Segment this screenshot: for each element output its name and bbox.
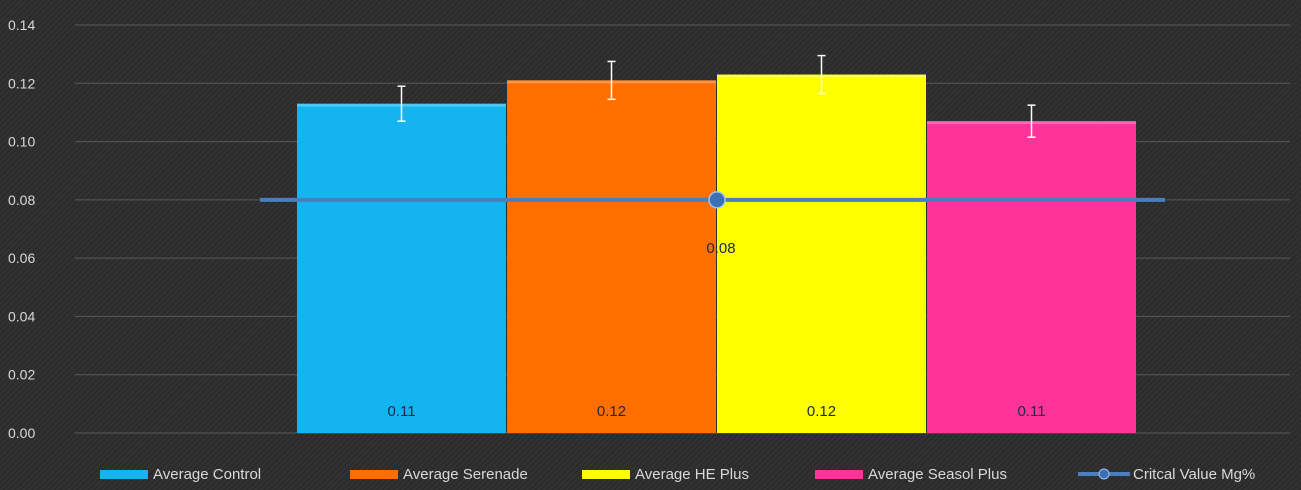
legend-swatch [582,470,630,479]
y-tick-label: 0.12 [8,75,35,91]
y-tick-label: 0.00 [8,425,35,441]
y-tick-label: 0.02 [8,367,35,383]
legend-label: Average Control [153,466,261,483]
bar-value-label: 0.11 [387,403,415,420]
bar-value-label: 0.12 [807,403,836,420]
data-labels: 0.11 0.12 0.12 0.11 [387,403,1045,420]
bar [297,103,506,433]
bar [507,80,716,433]
legend: Average Control Average Serenade Average H… [100,466,1255,483]
y-tick-label: 0.10 [8,134,35,150]
y-tick-label: 0.14 [8,17,35,33]
legend-swatch [100,470,148,479]
critical-value-marker [708,191,726,209]
legend-label: Critcal Value Mg% [1133,466,1255,483]
legend-swatch [350,470,398,479]
bar-value-label: 0.12 [597,403,626,420]
bar [927,121,1136,434]
critical-value-line: 0.08 [260,191,1165,257]
y-tick-label: 0.04 [8,308,35,324]
legend-label: Average HE Plus [635,466,749,483]
y-tick-label: 0.06 [8,250,35,266]
legend-swatch [815,470,863,479]
y-axis-ticks: 0.00 0.02 0.04 0.06 0.08 0.10 0.12 0.14 [8,17,35,441]
legend-marker [1098,468,1110,480]
legend-label: Average Seasol Plus [868,466,1007,483]
critical-value-label: 0.08 [706,240,735,257]
error-bars [397,54,1036,138]
bar [717,74,926,434]
y-tick-label: 0.08 [8,192,35,208]
legend-label: Average Serenade [403,466,528,483]
bar-value-label: 0.11 [1017,403,1045,420]
